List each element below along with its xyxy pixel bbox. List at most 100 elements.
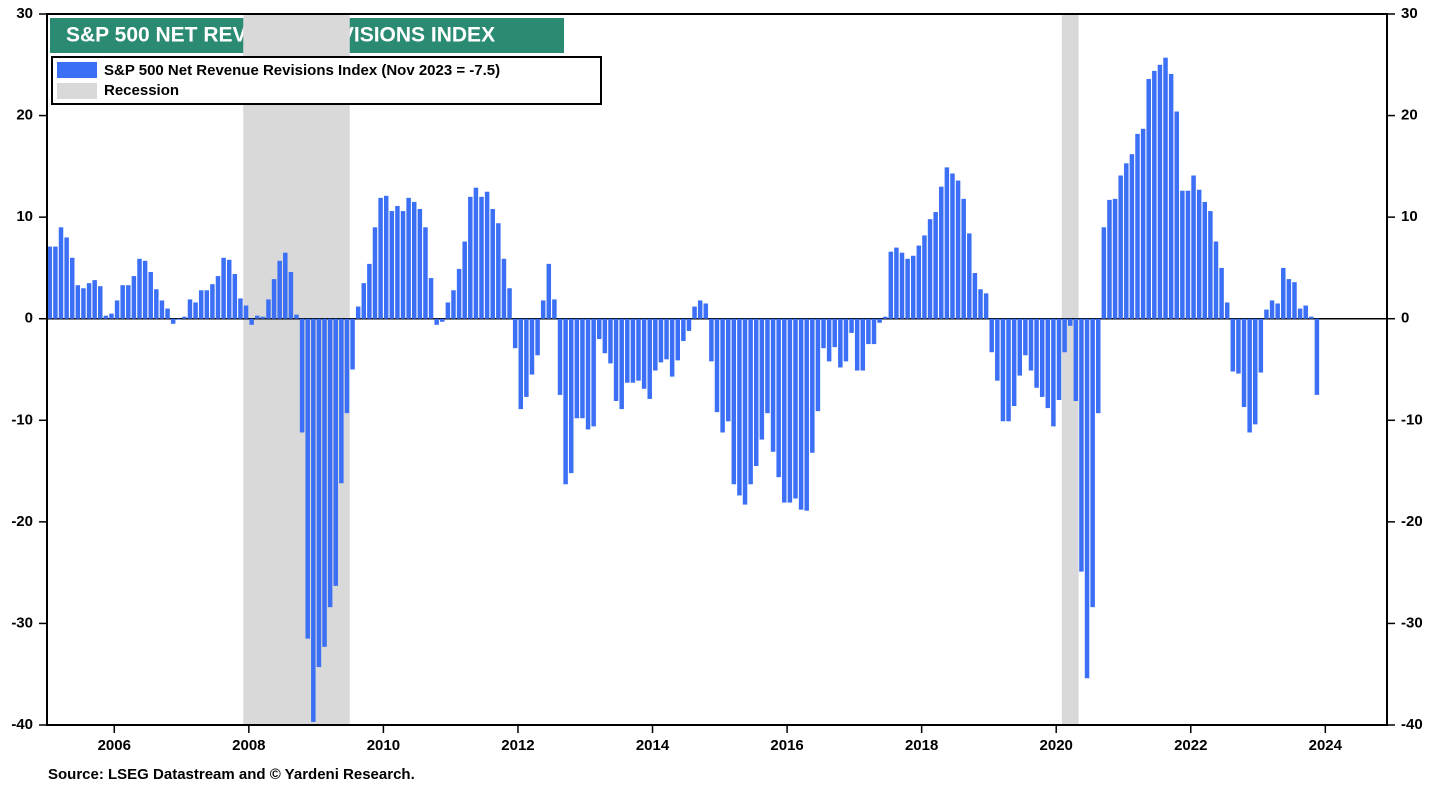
bar — [226, 259, 232, 319]
bar — [1269, 300, 1275, 319]
y2-tick-label: 0 — [1401, 310, 1409, 327]
bar — [602, 318, 608, 354]
y-tick-label: -20 — [11, 513, 33, 530]
bar — [204, 290, 210, 319]
bar — [316, 318, 322, 668]
bar — [630, 318, 636, 383]
bar — [1017, 318, 1023, 376]
bar — [283, 252, 288, 319]
bar — [1118, 175, 1123, 319]
bar — [305, 318, 310, 639]
bar — [462, 241, 467, 319]
bar — [1079, 318, 1084, 572]
bar — [568, 318, 574, 474]
bar — [686, 318, 692, 331]
y2-tick-label: 10 — [1401, 208, 1418, 225]
bar — [501, 258, 507, 319]
bar — [737, 318, 742, 496]
bar — [198, 290, 204, 319]
x-tick-label: 2018 — [905, 737, 938, 754]
bar — [585, 318, 591, 430]
bar — [1084, 318, 1090, 679]
bar — [742, 318, 748, 505]
bar — [1023, 318, 1028, 356]
bar — [826, 318, 832, 362]
bar — [518, 318, 524, 410]
bar — [1236, 318, 1241, 374]
bar — [47, 246, 53, 319]
bar — [92, 280, 97, 319]
bar — [776, 318, 781, 478]
bar — [793, 318, 798, 499]
bar — [389, 211, 395, 319]
bar — [238, 298, 243, 319]
bar — [406, 197, 411, 319]
bar — [995, 318, 1000, 381]
bar — [978, 289, 983, 319]
bar — [165, 308, 170, 319]
bar — [1067, 318, 1073, 326]
bar — [400, 211, 406, 319]
bar — [894, 247, 899, 319]
bar — [468, 196, 473, 319]
bar — [182, 316, 187, 319]
bar — [939, 186, 944, 319]
bar — [372, 227, 378, 319]
bar — [1309, 316, 1314, 319]
bar — [1292, 282, 1297, 319]
bar — [114, 300, 120, 319]
bar — [854, 318, 860, 371]
bar — [1185, 190, 1191, 319]
bar — [619, 318, 624, 410]
bar — [557, 318, 563, 395]
bar — [983, 293, 989, 319]
bar — [647, 318, 652, 399]
bar — [1090, 318, 1095, 608]
bar — [540, 300, 546, 319]
y2-tick-label: -10 — [1401, 411, 1423, 428]
bar — [782, 318, 787, 503]
legend-box — [51, 56, 602, 105]
bar — [961, 198, 966, 319]
bar — [159, 300, 165, 319]
bar — [490, 209, 495, 319]
bar — [1096, 318, 1101, 414]
bar — [916, 245, 922, 319]
bar — [456, 268, 462, 319]
bar — [322, 318, 327, 647]
bar — [395, 205, 400, 319]
bar — [1208, 211, 1213, 319]
bar — [1062, 318, 1067, 353]
bar — [591, 318, 596, 427]
bar — [299, 318, 305, 433]
x-tick-label: 2024 — [1309, 737, 1343, 754]
bar — [1230, 318, 1236, 372]
bar — [933, 212, 938, 319]
bar — [675, 318, 680, 361]
bar — [193, 302, 198, 319]
bar — [484, 191, 490, 319]
bar — [137, 258, 142, 319]
bar — [440, 318, 445, 322]
bar — [103, 315, 109, 319]
bar — [725, 318, 731, 422]
bar — [1314, 318, 1320, 395]
bar — [473, 187, 479, 319]
bar — [1213, 241, 1219, 319]
bar — [1286, 279, 1292, 319]
bar — [1281, 267, 1286, 319]
legend-label: Recession — [104, 82, 179, 99]
bar — [546, 263, 552, 319]
bar — [1196, 189, 1202, 319]
bar — [1056, 318, 1062, 400]
bar — [311, 318, 316, 722]
plot-frame — [46, 13, 1388, 726]
bar — [1258, 318, 1264, 373]
bar — [243, 305, 249, 319]
bar — [882, 316, 888, 319]
bar — [411, 201, 417, 319]
bar — [277, 260, 282, 319]
x-tick-label: 2010 — [367, 737, 400, 754]
bar — [871, 318, 877, 345]
